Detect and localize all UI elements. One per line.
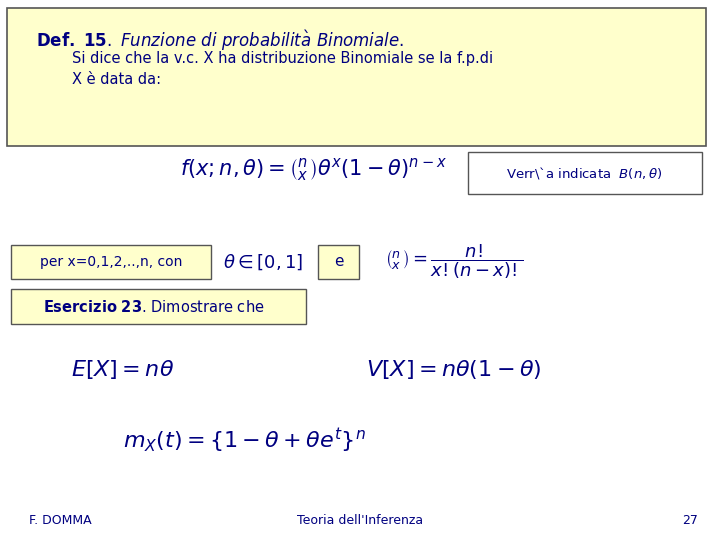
FancyBboxPatch shape xyxy=(468,152,702,194)
Text: $E[X] = n\theta$: $E[X] = n\theta$ xyxy=(71,359,174,381)
Text: $V[X] = n\theta(1-\theta)$: $V[X] = n\theta(1-\theta)$ xyxy=(366,359,541,381)
Text: $\mathbf{Esercizio\ 23}$. Dimostrare che: $\mathbf{Esercizio\ 23}$. Dimostrare che xyxy=(43,299,265,315)
Text: per x=0,1,2,..,n, con: per x=0,1,2,..,n, con xyxy=(40,255,182,269)
FancyBboxPatch shape xyxy=(11,245,211,279)
Text: Si dice che la v.c. X ha distribuzione Binomiale se la f.p.di
X è data da:: Si dice che la v.c. X ha distribuzione B… xyxy=(72,51,493,87)
Text: $m_X(t) = \left\{1-\theta + \theta e^t \right\}^n$: $m_X(t) = \left\{1-\theta + \theta e^t \… xyxy=(123,426,366,455)
FancyBboxPatch shape xyxy=(318,245,359,279)
FancyBboxPatch shape xyxy=(7,8,706,146)
Text: Verr\`a indicata  $B(n,\theta)$: Verr\`a indicata $B(n,\theta)$ xyxy=(506,165,663,181)
Text: $f(x;n,\theta) = \binom{n}{x}\theta^x(1-\theta)^{n-x}$: $f(x;n,\theta) = \binom{n}{x}\theta^x(1-… xyxy=(180,157,447,184)
Text: $\binom{n}{x} = \dfrac{n!}{x!(n-x)!}$: $\binom{n}{x} = \dfrac{n!}{x!(n-x)!}$ xyxy=(385,242,523,281)
Text: e: e xyxy=(333,254,343,269)
Text: $\mathbf{Def.\ 15}$$\mathit{.\ Funzione\ di\ probabilit\`a\ }$$\mathbf{\mathit{B: $\mathbf{Def.\ 15}$$\mathit{.\ Funzione\… xyxy=(36,28,404,53)
Text: Teoria dell'Inferenza: Teoria dell'Inferenza xyxy=(297,514,423,526)
Text: $\theta \in [0,1]$: $\theta \in [0,1]$ xyxy=(222,252,303,272)
FancyBboxPatch shape xyxy=(11,289,306,324)
Text: 27: 27 xyxy=(683,514,698,526)
Text: F. DOMMA: F. DOMMA xyxy=(29,514,91,526)
